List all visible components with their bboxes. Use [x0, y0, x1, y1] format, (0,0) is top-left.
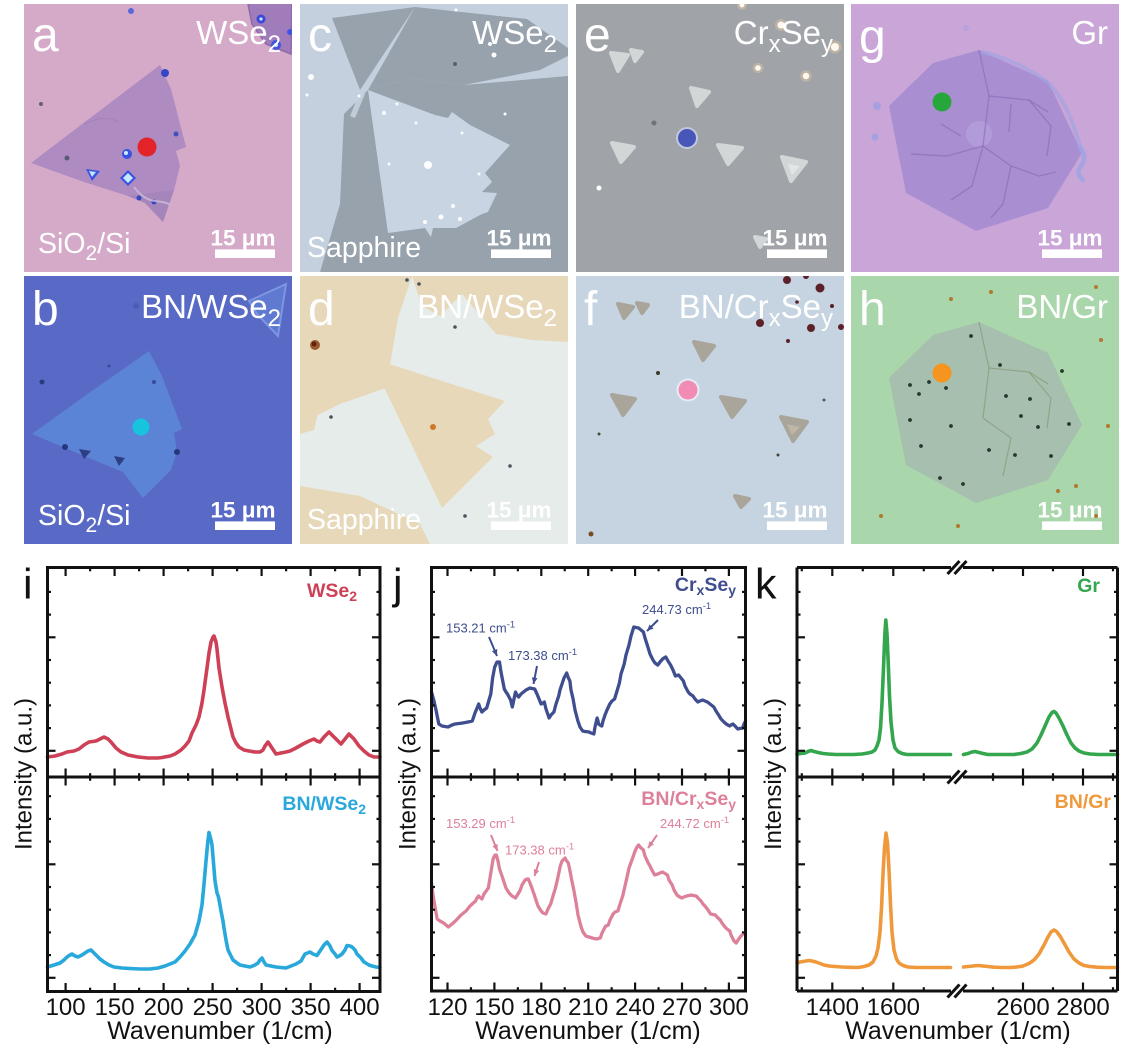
svg-text:e: e [584, 9, 611, 62]
svg-text:1400: 1400 [806, 994, 859, 1021]
svg-text:173.38 cm-1: 173.38 cm-1 [505, 842, 574, 858]
svg-text:300: 300 [709, 994, 749, 1021]
svg-text:BN/Gr: BN/Gr [1016, 288, 1108, 325]
svg-text:a: a [32, 9, 59, 62]
svg-text:2800: 2800 [1056, 994, 1109, 1021]
svg-text:BN/CrxSey: BN/CrxSey [641, 788, 736, 812]
svg-text:CrxSey: CrxSey [675, 574, 736, 598]
svg-text:i: i [23, 561, 33, 609]
svg-text:BN/CrxSey: BN/CrxSey [679, 288, 833, 332]
svg-text:BN/WSe2: BN/WSe2 [282, 793, 366, 817]
svg-text:150: 150 [474, 994, 514, 1021]
svg-text:Sapphire: Sapphire [307, 232, 421, 264]
svg-text:240: 240 [615, 994, 655, 1021]
svg-text:CrxSey: CrxSey [734, 14, 833, 58]
svg-text:WSe2: WSe2 [307, 580, 357, 604]
svg-text:250: 250 [193, 994, 233, 1021]
svg-text:WSe2: WSe2 [196, 14, 281, 58]
svg-text:BN/WSe2: BN/WSe2 [417, 288, 557, 332]
svg-text:Intensity (a.u.): Intensity (a.u.) [395, 698, 422, 850]
svg-text:173.38 cm-1: 173.38 cm-1 [508, 647, 577, 663]
svg-text:c: c [308, 9, 332, 62]
svg-text:BN/WSe2: BN/WSe2 [141, 288, 281, 332]
svg-text:SiO2/Si: SiO2/Si [38, 500, 130, 537]
svg-text:300: 300 [242, 994, 282, 1021]
svg-text:f: f [584, 283, 598, 336]
svg-text:1600: 1600 [867, 994, 920, 1021]
svg-text:d: d [308, 283, 335, 336]
svg-text:150: 150 [95, 994, 135, 1021]
svg-text:h: h [859, 283, 886, 336]
svg-text:BN/Gr: BN/Gr [1055, 791, 1112, 813]
svg-text:210: 210 [568, 994, 608, 1021]
svg-text:Gr: Gr [1077, 575, 1100, 597]
svg-text:270: 270 [662, 994, 702, 1021]
svg-text:350: 350 [291, 994, 331, 1021]
svg-text:k: k [755, 561, 777, 609]
svg-text:400: 400 [340, 994, 380, 1021]
svg-text:Gr: Gr [1071, 14, 1108, 51]
svg-text:Wavenumber (1/cm): Wavenumber (1/cm) [475, 1017, 701, 1045]
svg-text:WSe2: WSe2 [472, 14, 557, 58]
svg-text:Intensity (a.u.): Intensity (a.u.) [11, 698, 38, 850]
svg-text:Intensity (a.u.): Intensity (a.u.) [760, 698, 787, 850]
svg-text:153.21 cm-1: 153.21 cm-1 [446, 620, 515, 636]
svg-text:SiO2/Si: SiO2/Si [38, 228, 130, 265]
svg-text:Wavenumber (1/cm): Wavenumber (1/cm) [107, 1017, 333, 1045]
svg-text:244.72 cm-1: 244.72 cm-1 [660, 815, 729, 831]
svg-text:153.29 cm-1: 153.29 cm-1 [446, 815, 515, 831]
svg-text:b: b [32, 283, 59, 336]
svg-text:g: g [859, 11, 886, 64]
svg-text:200: 200 [144, 994, 184, 1021]
svg-text:Sapphire: Sapphire [307, 504, 421, 536]
svg-text:2600: 2600 [996, 994, 1049, 1021]
svg-text:j: j [391, 561, 403, 609]
svg-text:Wavenumber (1/cm): Wavenumber (1/cm) [845, 1017, 1071, 1045]
svg-text:180: 180 [521, 994, 561, 1021]
svg-text:120: 120 [427, 994, 467, 1021]
svg-text:100: 100 [46, 994, 86, 1021]
svg-text:244.73 cm-1: 244.73 cm-1 [642, 601, 711, 617]
